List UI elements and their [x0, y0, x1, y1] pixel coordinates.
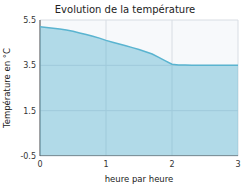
x-tick-label: 3: [235, 160, 240, 169]
x-axis-label: heure par heure: [105, 174, 174, 184]
grid-line-y: [40, 156, 238, 157]
line: [40, 27, 238, 66]
y-tick-label: 5.5: [23, 16, 36, 25]
title: Evolution de la température: [55, 4, 195, 15]
x-tick-label: 0: [37, 160, 42, 169]
axes: -0.5 1.5 3.5 5.5 0 1 2 3: [20, 16, 240, 169]
plot-area: [40, 20, 238, 156]
chart: -0.5 1.5 3.5 5.5 0 1 2 3 Evolution de la tempéra…: [0, 0, 250, 188]
grid-line-y: [40, 20, 238, 21]
area: [40, 27, 238, 156]
y-axis-label: Température en °C: [2, 48, 12, 129]
y-tick-label: -0.5: [20, 152, 36, 161]
x-tick-label: 2: [169, 160, 174, 169]
baseline: [40, 156, 238, 157]
grid: [40, 20, 238, 156]
y-tick-label: 3.5: [23, 61, 36, 70]
series: [40, 27, 238, 156]
y-tick-label: 1.5: [23, 107, 36, 116]
x-tick-label: 1: [103, 160, 108, 169]
